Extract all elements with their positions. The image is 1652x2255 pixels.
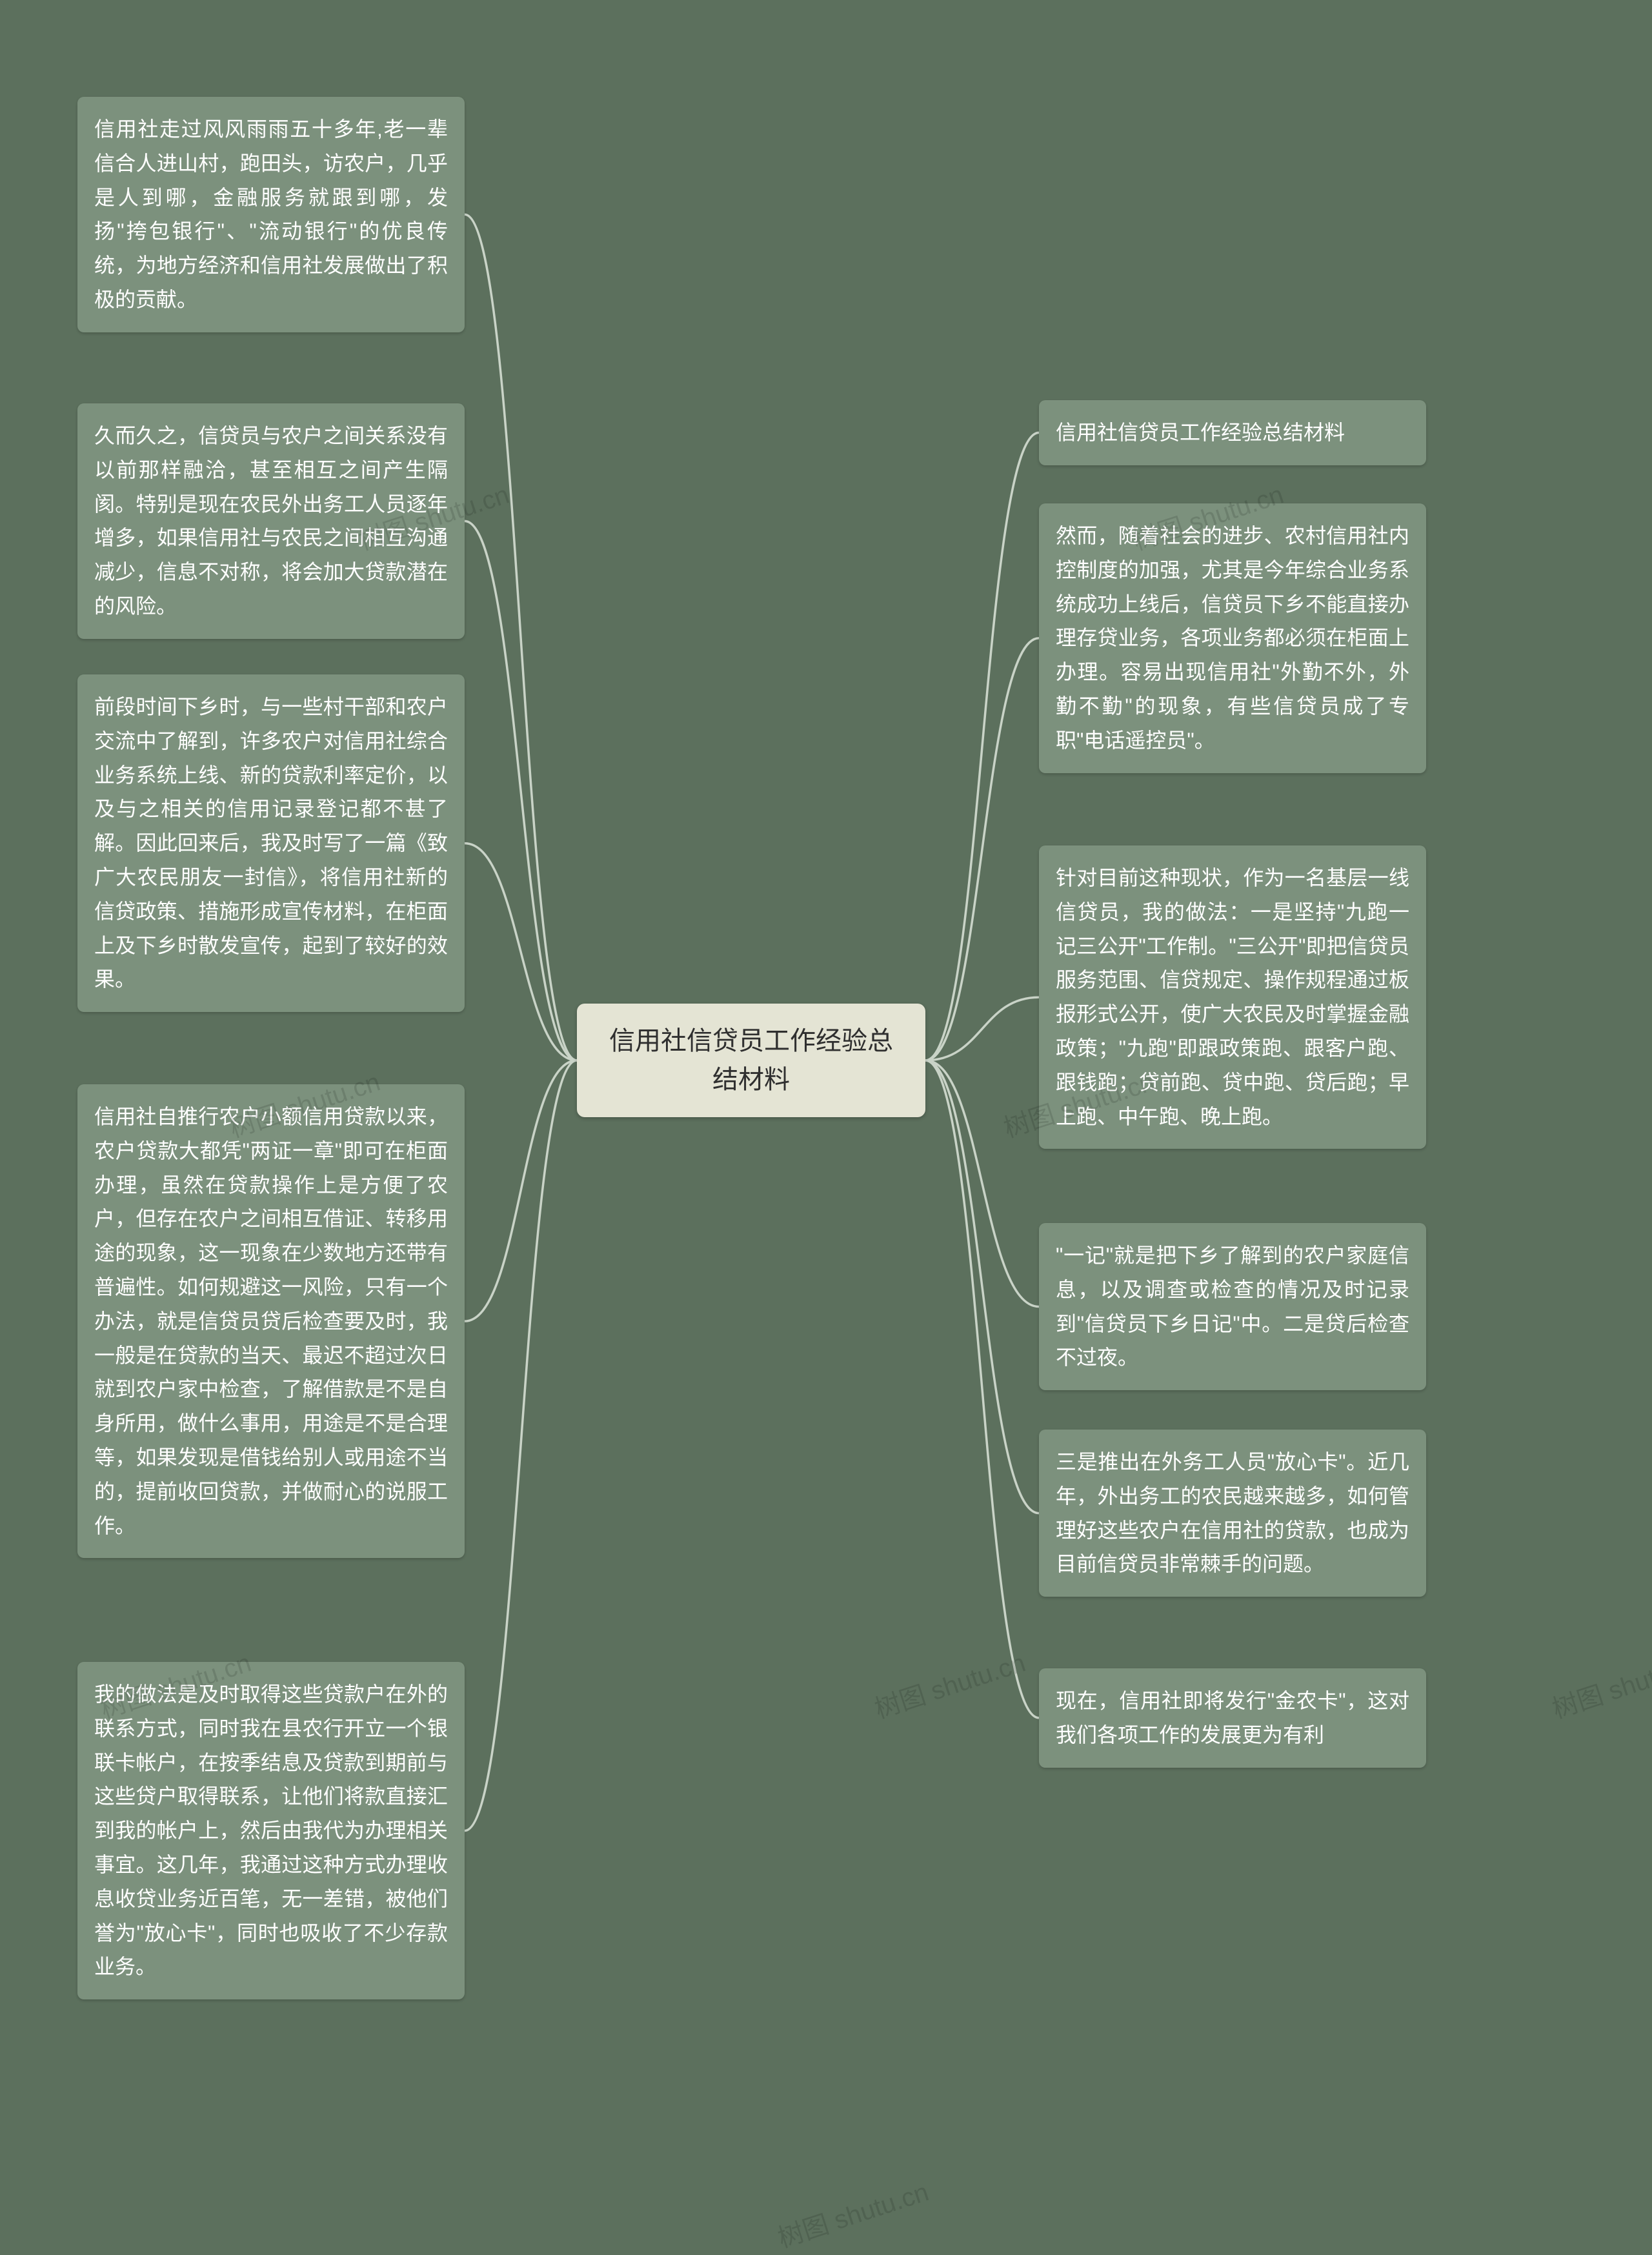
right-node-2-text: 针对目前这种现状，作为一名基层一线信贷员，我的做法：一是坚持"九跑一记三公开"工… — [1056, 866, 1409, 1128]
watermark-6: 树图 shutu.cn — [1547, 1642, 1652, 1726]
right-node-4: 三是推出在外务工人员"放心卡"。近几年，外出务工的农民越来越多，如何管理好这些农… — [1039, 1430, 1426, 1597]
right-node-2: 针对目前这种现状，作为一名基层一线信贷员，我的做法：一是坚持"九跑一记三公开"工… — [1039, 845, 1426, 1149]
left-node-1-text: 久而久之，信贷员与农户之间关系没有以前那样融洽，甚至相互之间产生隔阂。特别是现在… — [94, 424, 448, 618]
right-node-1-text: 然而，随着社会的进步、农村信用社内控制度的加强，尤其是今年综合业务系统成功上线后… — [1056, 524, 1409, 752]
left-node-3-text: 信用社自推行农户小额信用贷款以来，农户贷款大都凭"两证一章"即可在柜面办理，虽然… — [94, 1105, 448, 1537]
left-node-4: 我的做法是及时取得这些贷款户在外的联系方式，同时我在县农行开立一个银联卡帐户，在… — [77, 1662, 465, 1999]
right-node-1: 然而，随着社会的进步、农村信用社内控制度的加强，尤其是今年综合业务系统成功上线后… — [1039, 503, 1426, 773]
right-node-3-text: "一记"就是把下乡了解到的农户家庭信息，以及调查或检查的情况及时记录到"信贷员下… — [1056, 1244, 1409, 1369]
center-node-text: 信用社信贷员工作经验总结材料 — [609, 1027, 893, 1094]
left-node-1: 久而久之，信贷员与农户之间关系没有以前那样融洽，甚至相互之间产生隔阂。特别是现在… — [77, 403, 465, 639]
center-node: 信用社信贷员工作经验总结材料 — [577, 1004, 925, 1117]
right-node-4-text: 三是推出在外务工人员"放心卡"。近几年，外出务工的农民越来越多，如何管理好这些农… — [1056, 1450, 1409, 1575]
left-node-3: 信用社自推行农户小额信用贷款以来，农户贷款大都凭"两证一章"即可在柜面办理，虽然… — [77, 1084, 465, 1558]
right-node-5-text: 现在，信用社即将发行"金农卡"，这对我们各项工作的发展更为有利 — [1056, 1689, 1409, 1746]
left-node-4-text: 我的做法是及时取得这些贷款户在外的联系方式，同时我在县农行开立一个银联卡帐户，在… — [94, 1683, 448, 1978]
left-node-0-text: 信用社走过风风雨雨五十多年,老一辈信合人进山村，跑田头，访农户，几乎是人到哪，金… — [94, 117, 448, 311]
right-node-5: 现在，信用社即将发行"金农卡"，这对我们各项工作的发展更为有利 — [1039, 1668, 1426, 1768]
watermark-5: 树图 shutu.cn — [869, 1642, 1029, 1726]
left-node-2: 前段时间下乡时，与一些村干部和农户交流中了解到，许多农户对信用社综合业务系统上线… — [77, 674, 465, 1012]
right-node-0-text: 信用社信贷员工作经验总结材料 — [1056, 421, 1345, 444]
right-node-3: "一记"就是把下乡了解到的农户家庭信息，以及调查或检查的情况及时记录到"信贷员下… — [1039, 1223, 1426, 1390]
left-node-0: 信用社走过风风雨雨五十多年,老一辈信合人进山村，跑田头，访农户，几乎是人到哪，金… — [77, 97, 465, 332]
left-node-2-text: 前段时间下乡时，与一些村干部和农户交流中了解到，许多农户对信用社综合业务系统上线… — [94, 695, 448, 991]
watermark-7: 树图 shutu.cn — [772, 2171, 932, 2255]
right-node-0: 信用社信贷员工作经验总结材料 — [1039, 400, 1426, 465]
